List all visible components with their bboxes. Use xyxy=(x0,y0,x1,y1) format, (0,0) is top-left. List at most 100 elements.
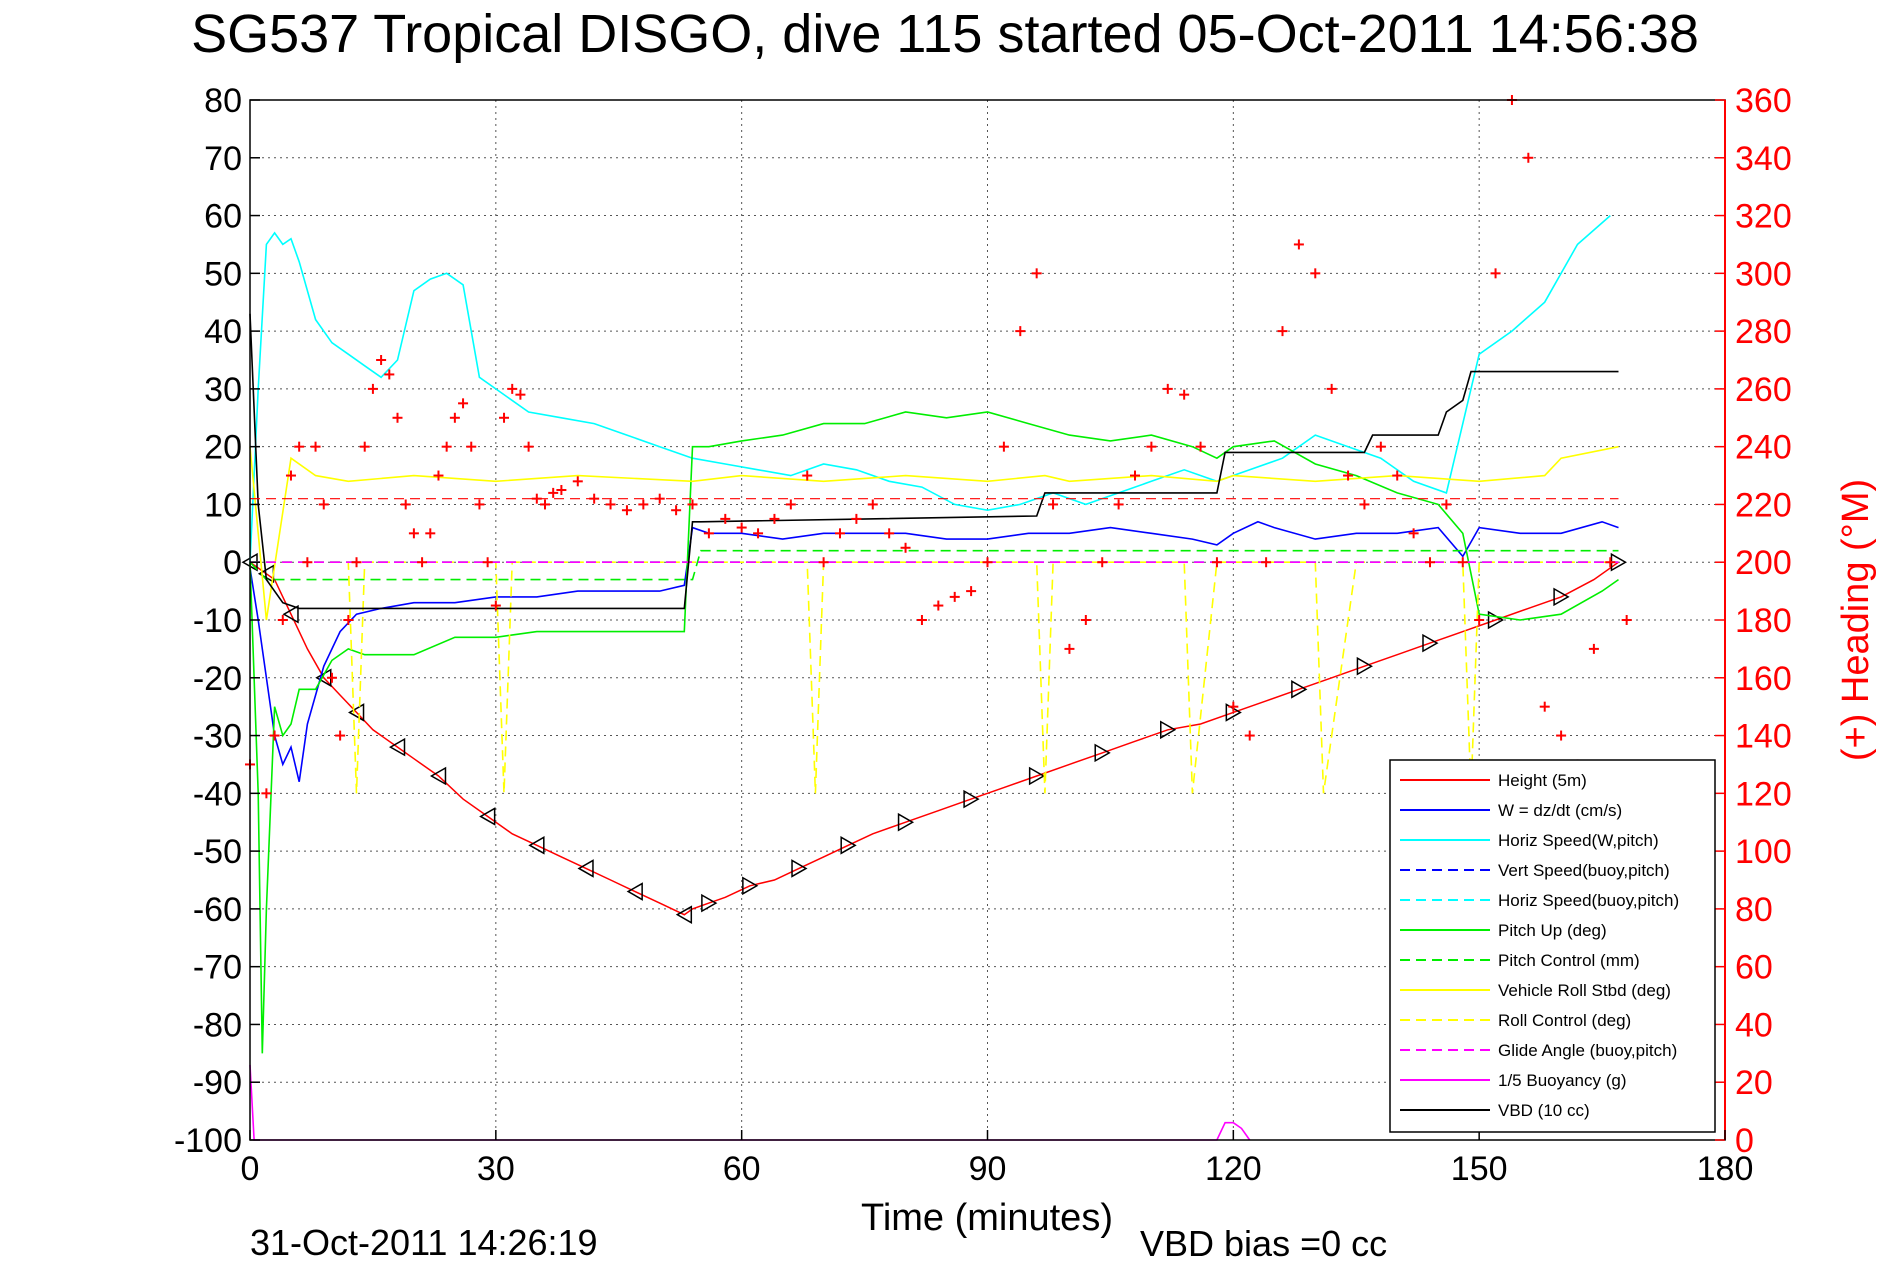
heading-marker xyxy=(1195,441,1206,452)
y-right-tick-label: 360 xyxy=(1735,82,1792,120)
heading-marker xyxy=(474,499,485,510)
x-tick-label: 60 xyxy=(723,1150,761,1188)
heading-marker xyxy=(1359,499,1370,510)
legend-label: VBD (10 cc) xyxy=(1498,1101,1590,1120)
y-axis-right: 3603403203002802602402202001801601401201… xyxy=(1715,82,1792,1160)
legend-label: Pitch Up (deg) xyxy=(1498,921,1607,940)
heading-marker xyxy=(1179,389,1190,400)
heading-marker xyxy=(900,542,911,553)
y-tick-label: 0 xyxy=(223,544,242,582)
y-right-tick-label: 240 xyxy=(1735,429,1792,467)
heading-marker xyxy=(351,557,362,568)
heading-marker xyxy=(499,412,510,423)
heading-marker xyxy=(335,730,346,741)
heading-marker xyxy=(408,528,419,539)
height-marker xyxy=(1160,720,1177,740)
heading-marker xyxy=(1015,326,1026,337)
height-marker xyxy=(388,737,406,757)
legend-label: W = dz/dt (cm/s) xyxy=(1498,801,1622,820)
heading-marker xyxy=(835,528,845,539)
heading-marker xyxy=(1425,557,1435,568)
heading-marker xyxy=(785,499,796,510)
legend-label: Glide Angle (buoy,pitch) xyxy=(1498,1041,1677,1060)
heading-marker xyxy=(326,672,337,683)
y-tick-label: -100 xyxy=(174,1122,242,1160)
heading-marker xyxy=(285,470,296,481)
heading-marker xyxy=(1343,470,1354,481)
heading-marker xyxy=(671,505,682,516)
heading-marker xyxy=(1064,643,1075,654)
heading-marker xyxy=(966,586,977,597)
heading-marker xyxy=(310,441,321,452)
heading-marker xyxy=(703,528,714,539)
legend-label: Pitch Control (mm) xyxy=(1498,951,1640,970)
y-right-tick-label: 340 xyxy=(1735,140,1792,178)
series-line-6 xyxy=(249,549,1619,581)
x-tick-label: 0 xyxy=(241,1150,260,1188)
heading-marker xyxy=(1293,239,1304,250)
y-right-tick-label: 320 xyxy=(1735,198,1792,236)
heading-marker xyxy=(294,441,305,452)
series-line-2 xyxy=(249,214,1611,563)
y-right-tick-label: 220 xyxy=(1735,486,1792,524)
heading-marker xyxy=(466,441,477,452)
y-right-tick-label: 80 xyxy=(1735,891,1773,929)
heading-marker xyxy=(482,557,493,568)
heading-marker xyxy=(531,493,542,504)
heading-marker xyxy=(1474,615,1485,625)
height-marker xyxy=(282,604,299,624)
heading-marker xyxy=(523,441,534,452)
y-right-tick-label: 200 xyxy=(1735,544,1792,582)
heading-marker xyxy=(548,487,559,498)
y-tick-label: -10 xyxy=(193,602,242,640)
heading-marker xyxy=(654,493,665,504)
legend-label: Horiz Speed(buoy,pitch) xyxy=(1498,891,1679,910)
plot-area xyxy=(241,95,1632,1141)
height-marker xyxy=(840,836,857,855)
legend-label: 1/5 Buoyancy (g) xyxy=(1498,1071,1627,1090)
heading-marker xyxy=(1244,730,1255,741)
heading-marker xyxy=(769,513,780,524)
y-right-tick-label: 140 xyxy=(1735,718,1792,756)
legend-label: Vert Speed(buoy,pitch) xyxy=(1498,861,1670,880)
heading-marker xyxy=(1588,643,1599,654)
series-line-5 xyxy=(249,411,1619,1054)
y-right-tick-label: 20 xyxy=(1735,1064,1773,1102)
heading-marker xyxy=(490,600,501,611)
heading-marker xyxy=(515,389,526,400)
height-marker xyxy=(1553,587,1570,607)
y-tick-label: 80 xyxy=(204,82,242,120)
heading-marker xyxy=(1605,557,1616,568)
chart-title: SG537 Tropical DISGO, dive 115 started 0… xyxy=(191,4,1699,64)
y-tick-label: 70 xyxy=(204,140,242,178)
height-marker xyxy=(1028,766,1046,786)
y-tick-label: 20 xyxy=(204,429,242,467)
series-line-0 xyxy=(249,561,1619,916)
height-marker xyxy=(1356,656,1373,676)
y-right-tick-label: 300 xyxy=(1735,255,1792,293)
heading-marker xyxy=(392,412,403,423)
heading-marker xyxy=(949,591,960,602)
heading-marker xyxy=(302,557,313,568)
heading-marker xyxy=(621,505,632,516)
x-tick-label: 150 xyxy=(1451,1150,1508,1188)
series-line-10 xyxy=(249,1064,1251,1141)
heading-marker xyxy=(318,499,329,510)
heading-marker xyxy=(261,788,272,799)
height-marker xyxy=(429,766,447,786)
heading-marker xyxy=(1031,268,1042,279)
legend-box xyxy=(1389,759,1716,1133)
heading-marker xyxy=(425,528,436,539)
heading-marker xyxy=(933,600,944,611)
heading-marker xyxy=(802,470,813,481)
y-right-tick-label: 160 xyxy=(1735,660,1792,698)
x-axis: 0 30 60 90 120 150 180 xyxy=(241,1130,1753,1188)
heading-marker xyxy=(1523,152,1534,163)
y-right-tick-label: 260 xyxy=(1735,371,1792,409)
heading-marker xyxy=(851,513,862,524)
y-tick-label: -70 xyxy=(193,949,242,987)
heading-marker xyxy=(867,499,878,510)
heading-marker xyxy=(1539,701,1550,712)
x-tick-label: 120 xyxy=(1205,1150,1262,1188)
